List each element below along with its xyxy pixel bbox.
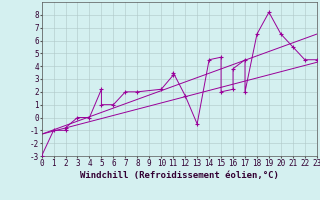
X-axis label: Windchill (Refroidissement éolien,°C): Windchill (Refroidissement éolien,°C) xyxy=(80,171,279,180)
